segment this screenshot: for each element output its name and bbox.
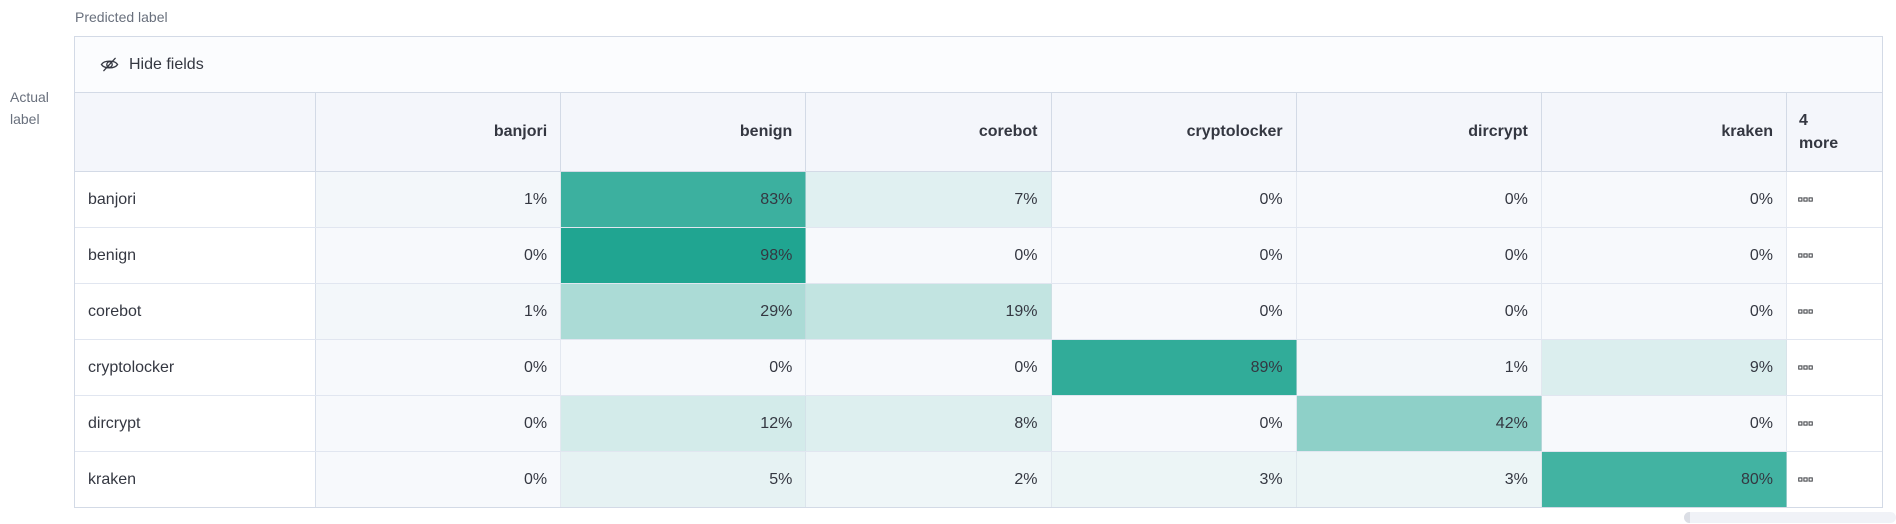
boxes-horizontal-icon [1798, 309, 1813, 314]
cell-corebot-corebot[interactable]: 19% [806, 284, 1052, 339]
boxes-horizontal-icon [1798, 253, 1813, 258]
cell-corebot-cryptolocker[interactable]: 0% [1051, 284, 1297, 339]
row-more-actions-benign[interactable] [1787, 228, 1882, 283]
column-header-label: banjori [493, 123, 548, 140]
cell-kraken-dircrypt[interactable]: 3% [1296, 452, 1542, 507]
cell-corebot-benign[interactable]: 29% [561, 284, 807, 339]
datagrid-toolbar: Hide fields [75, 37, 1882, 93]
more-columns-label: 4 more [1799, 111, 1839, 152]
column-header-banjori[interactable]: banjori [316, 93, 562, 171]
cell-benign-banjori[interactable]: 0% [316, 228, 562, 283]
cell-benign-kraken[interactable]: 0% [1541, 228, 1787, 283]
column-header-benign[interactable]: benign [561, 93, 807, 171]
row-label-benign: benign [75, 228, 316, 283]
cell-kraken-banjori[interactable]: 0% [316, 452, 562, 507]
matrix-row-cryptolocker: cryptolocker 0% 0% 0% 89% 1% 9% [75, 340, 1882, 396]
cell-dircrypt-dircrypt[interactable]: 42% [1296, 396, 1542, 451]
boxes-horizontal-icon [1798, 197, 1813, 202]
eye-closed-icon [100, 55, 119, 74]
confusion-matrix-table: Hide fields banjori benign corebot cryptolo… [74, 36, 1883, 508]
boxes-horizontal-icon [1798, 365, 1813, 370]
cell-banjori-cryptolocker[interactable]: 0% [1051, 172, 1297, 227]
row-label-dircrypt: dircrypt [75, 396, 316, 451]
column-header-dircrypt[interactable]: dircrypt [1297, 93, 1542, 171]
cell-cryptolocker-corebot[interactable]: 0% [806, 340, 1052, 395]
column-header-label: kraken [1721, 123, 1773, 140]
cell-dircrypt-banjori[interactable]: 0% [316, 396, 562, 451]
row-label-kraken: kraken [75, 452, 316, 507]
actual-axis-label-line2: label [10, 111, 40, 128]
column-header-corebot[interactable]: corebot [806, 93, 1052, 171]
cell-corebot-kraken[interactable]: 0% [1541, 284, 1787, 339]
row-more-actions-banjori[interactable] [1787, 172, 1882, 227]
actual-axis-label: Actual label [10, 86, 49, 131]
cell-dircrypt-kraken[interactable]: 0% [1541, 396, 1787, 451]
corner-header-cell [75, 93, 316, 171]
row-more-actions-dircrypt[interactable] [1787, 396, 1882, 451]
cell-cryptolocker-kraken[interactable]: 9% [1541, 340, 1787, 395]
predicted-axis-label: Predicted label [75, 9, 168, 25]
cell-banjori-dircrypt[interactable]: 0% [1296, 172, 1542, 227]
row-label-corebot: corebot [75, 284, 316, 339]
cell-benign-corebot[interactable]: 0% [806, 228, 1052, 283]
boxes-horizontal-icon [1798, 477, 1813, 482]
actual-axis-label-line1: Actual [10, 89, 49, 105]
cell-dircrypt-cryptolocker[interactable]: 0% [1051, 396, 1297, 451]
row-more-actions-kraken[interactable] [1787, 452, 1882, 507]
matrix-row-kraken: kraken 0% 5% 2% 3% 3% 80% [75, 452, 1882, 507]
column-header-kraken[interactable]: kraken [1542, 93, 1787, 171]
row-label-banjori: banjori [75, 172, 316, 227]
cell-kraken-cryptolocker[interactable]: 3% [1051, 452, 1297, 507]
cell-banjori-corebot[interactable]: 7% [806, 172, 1052, 227]
column-header-cryptolocker[interactable]: cryptolocker [1052, 93, 1297, 171]
cell-banjori-benign[interactable]: 83% [561, 172, 807, 227]
cell-corebot-banjori[interactable]: 1% [316, 284, 562, 339]
cell-dircrypt-corebot[interactable]: 8% [806, 396, 1052, 451]
column-header-label: cryptolocker [1186, 123, 1283, 140]
row-more-actions-corebot[interactable] [1787, 284, 1882, 339]
cell-banjori-banjori[interactable]: 1% [316, 172, 562, 227]
boxes-horizontal-icon [1798, 421, 1813, 426]
more-columns-header[interactable]: 4 more [1787, 93, 1882, 171]
column-header-label: corebot [978, 123, 1038, 140]
cell-kraken-benign[interactable]: 5% [561, 452, 807, 507]
column-header-label: dircrypt [1468, 123, 1528, 140]
cell-dircrypt-benign[interactable]: 12% [561, 396, 807, 451]
column-header-label: benign [739, 123, 793, 140]
cell-banjori-kraken[interactable]: 0% [1541, 172, 1787, 227]
cell-cryptolocker-benign[interactable]: 0% [561, 340, 807, 395]
matrix-row-benign: benign 0% 98% 0% 0% 0% 0% [75, 228, 1882, 284]
cell-cryptolocker-cryptolocker[interactable]: 89% [1051, 340, 1297, 395]
cell-benign-benign[interactable]: 98% [561, 228, 807, 283]
matrix-row-corebot: corebot 1% 29% 19% 0% 0% 0% [75, 284, 1882, 340]
hide-fields-button[interactable]: Hide fields [100, 55, 204, 74]
cell-kraken-corebot[interactable]: 2% [806, 452, 1052, 507]
cell-benign-dircrypt[interactable]: 0% [1296, 228, 1542, 283]
hide-fields-label: Hide fields [129, 55, 204, 73]
matrix-header-row: banjori benign corebot cryptolocker dircrypt… [75, 93, 1882, 172]
horizontal-scrollbar-thumb[interactable] [1684, 512, 1896, 523]
matrix-row-banjori: banjori 1% 83% 7% 0% 0% 0% [75, 172, 1882, 228]
cell-corebot-dircrypt[interactable]: 0% [1296, 284, 1542, 339]
confusion-matrix-grid: banjori benign corebot cryptolocker dircrypt… [75, 93, 1882, 507]
cell-kraken-kraken[interactable]: 80% [1541, 452, 1787, 507]
cell-benign-cryptolocker[interactable]: 0% [1051, 228, 1297, 283]
cell-cryptolocker-dircrypt[interactable]: 1% [1296, 340, 1542, 395]
row-label-cryptolocker: cryptolocker [75, 340, 316, 395]
matrix-row-dircrypt: dircrypt 0% 12% 8% 0% 42% 0% [75, 396, 1882, 452]
row-more-actions-cryptolocker[interactable] [1787, 340, 1882, 395]
cell-cryptolocker-banjori[interactable]: 0% [316, 340, 562, 395]
